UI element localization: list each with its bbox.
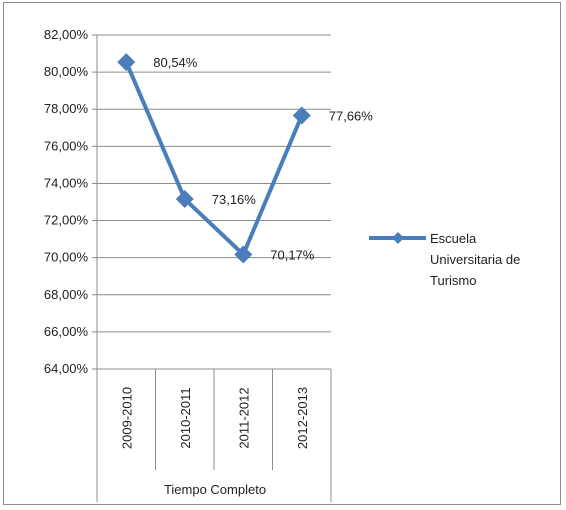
data-labels: 80,54% 73,16% 70,17% 77,66% xyxy=(153,55,373,262)
data-point-marker xyxy=(175,190,194,209)
y-tick-label: 68,00% xyxy=(44,287,89,302)
series-line-path xyxy=(124,61,304,257)
data-label: 80,54% xyxy=(153,55,198,70)
x-axis-category-labels: 2009-2010 2010-2011 2011-2012 2012-2013 xyxy=(119,387,310,449)
category-label: 2010-2011 xyxy=(178,387,193,448)
chart-frame xyxy=(3,2,561,505)
data-point-marker xyxy=(292,106,311,125)
data-point-marker xyxy=(234,245,253,264)
data-label: 73,16% xyxy=(212,192,257,207)
data-label: 70,17% xyxy=(270,248,315,263)
y-tick-label: 76,00% xyxy=(44,138,89,153)
data-markers xyxy=(117,53,311,264)
legend-label-line: Turismo xyxy=(430,273,476,288)
axes xyxy=(96,35,332,502)
legend-marker xyxy=(392,232,404,244)
legend-label-line: Escuela xyxy=(430,231,477,246)
data-point-marker xyxy=(117,53,136,72)
y-tick-label: 82,00% xyxy=(44,27,89,42)
y-tick-label: 66,00% xyxy=(44,324,89,339)
series-line xyxy=(124,61,304,257)
data-label: 77,66% xyxy=(329,109,374,124)
category-label: 2011-2012 xyxy=(236,387,251,448)
y-tick-label: 64,00% xyxy=(44,361,89,376)
x-axis-group-label: Tiempo Completo xyxy=(164,482,266,497)
category-label: 2012-2013 xyxy=(295,387,310,449)
legend: Escuela Universitaria de Turismo xyxy=(369,231,520,288)
y-tick-label: 74,00% xyxy=(44,175,89,190)
y-tick-label: 80,00% xyxy=(44,64,89,79)
y-tick-label: 72,00% xyxy=(44,213,89,228)
y-tick-label: 70,00% xyxy=(44,250,89,265)
category-label: 2009-2010 xyxy=(119,387,134,449)
y-axis-tick-labels: 64,00% 66,00% 68,00% 70,00% 72,00% 74,00% 76,0… xyxy=(44,27,89,376)
y-tick-label: 78,00% xyxy=(44,101,89,116)
legend-label-line: Universitaria de xyxy=(430,252,520,267)
